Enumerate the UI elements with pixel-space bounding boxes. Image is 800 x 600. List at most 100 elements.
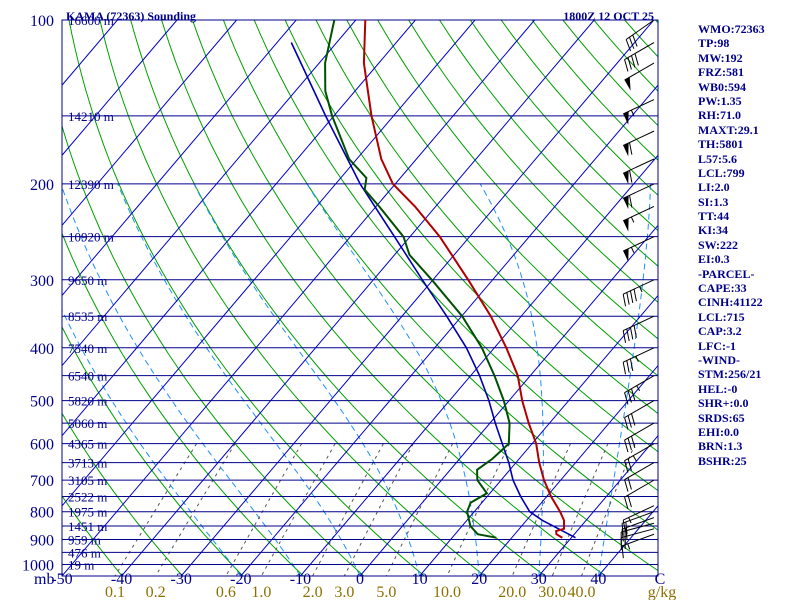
mixing-ratio-line — [343, 443, 414, 576]
index-item: KI:34 — [698, 223, 728, 238]
wind-barb — [624, 375, 655, 405]
wind-barb — [624, 479, 655, 510]
wind-barb — [624, 62, 655, 91]
index-item: TP:98 — [698, 36, 730, 51]
index-item: PW:1.35 — [698, 93, 742, 108]
index-item: -WIND- — [698, 352, 740, 367]
wind-barb — [621, 511, 655, 536]
dry-adiabat — [222, 20, 658, 531]
isotherm--130 — [0, 20, 58, 576]
temperature-tick-label: 10 — [412, 571, 428, 588]
dry-adiabat — [130, 20, 546, 576]
index-item: EI:0.3 — [698, 252, 730, 267]
isotherm--60 — [62, 20, 476, 507]
index-item: TH:5801 — [698, 137, 744, 152]
dry-adiabat — [62, 575, 63, 576]
dry-adiabat — [439, 20, 658, 267]
index-item: MAXT:29.1 — [698, 122, 759, 137]
pressure-tick-label: 500 — [30, 394, 54, 411]
dry-adiabat — [315, 20, 658, 415]
index-item: CAP:3.2 — [698, 324, 742, 339]
pressure-tick-label: 600 — [30, 437, 54, 454]
temperature-tick-label: -30 — [171, 571, 192, 588]
pressure-tick-label: 300 — [30, 273, 54, 290]
dewpoint-trace — [324, 20, 511, 539]
pressure-tick-label: 100 — [30, 13, 54, 30]
isotherm--20 — [240, 84, 658, 576]
wind-barb — [624, 400, 655, 430]
temperature-tick-label: 20 — [471, 571, 487, 588]
height-label: 5060 m — [68, 416, 107, 431]
isotherm--80 — [62, 20, 357, 367]
pressure-tick-label: 800 — [30, 505, 54, 522]
index-item: LFC:-1 — [698, 338, 736, 353]
isotherm-10 — [419, 294, 658, 576]
dry-adiabat — [562, 20, 658, 127]
index-item: FRZ:581 — [698, 65, 744, 80]
dry-adiabat — [62, 412, 183, 576]
mixing-ratio-lines — [114, 443, 636, 576]
mixing-ratio-line — [581, 443, 636, 576]
dry-adiabat — [377, 20, 658, 340]
mixing-ratio-line — [551, 443, 609, 576]
height-label: 5820 m — [68, 394, 107, 409]
temperature-unit-label: C — [655, 571, 666, 588]
mixing-ratio-tick-label: 5.0 — [376, 584, 396, 600]
mixing-ratio-tick-label: 1.0 — [251, 584, 271, 600]
pressure-tick-label: 200 — [30, 177, 54, 194]
moist-adiabat — [193, 183, 421, 576]
sounding-indices-panel: WMO:72363 TP:98 MW:192 FRZ:581 WB0:594 PW:1.3… — [698, 22, 798, 468]
dry-adiabat — [531, 20, 658, 161]
height-label: 4365 m — [68, 437, 107, 452]
valid-time: 1800Z 12 OCT 25 — [563, 9, 654, 23]
height-label: 10920 m — [68, 230, 114, 245]
moist-adiabat — [117, 183, 361, 576]
wind-barb — [621, 517, 655, 542]
isobars — [62, 20, 658, 576]
index-item: SI:1.3 — [698, 194, 729, 209]
height-label: 12390 m — [68, 177, 114, 192]
temperature-tick-label: -20 — [230, 571, 251, 588]
wind-barb — [622, 99, 655, 125]
moist-adiabat — [306, 183, 480, 576]
mixing-ratio-tick-label: 3.0 — [334, 584, 354, 600]
wind-barb — [622, 279, 655, 307]
index-item: L57:5.6 — [698, 151, 737, 166]
dry-adiabat — [408, 20, 658, 303]
isotherm--100 — [62, 20, 237, 227]
height-label: 1451 m — [68, 519, 107, 534]
dry-adiabats — [62, 20, 658, 576]
pressure-tick-label: 700 — [30, 473, 54, 490]
isotherm--90 — [62, 20, 297, 297]
index-item: LI:2.0 — [698, 180, 730, 195]
index-item: BRN:1.3 — [698, 439, 743, 454]
sounding-profiles — [290, 20, 576, 539]
wind-barb — [624, 422, 655, 453]
height-label: 7540 m — [68, 341, 107, 356]
moist-adiabat — [597, 183, 652, 576]
mixing-ratio-line — [511, 443, 571, 576]
moist-adiabat — [479, 183, 544, 576]
isotherm--10 — [300, 154, 658, 576]
moist-adiabat — [62, 185, 301, 576]
isotherm--30 — [180, 20, 655, 576]
wind-barb — [622, 505, 655, 533]
mixing-ratio-tick-label: 40.0 — [568, 584, 596, 600]
index-item: WB0:594 — [698, 79, 746, 94]
wind-barb — [625, 19, 655, 52]
dry-adiabat — [62, 232, 304, 576]
index-item: RH:71.0 — [698, 108, 741, 123]
dry-adiabat — [62, 325, 244, 576]
dry-adiabat — [469, 20, 658, 232]
mixing-ratio-unit-label: g/kg — [648, 584, 676, 600]
isotherm-0 — [359, 224, 658, 576]
plot-frame — [61, 19, 659, 577]
index-item: -PARCEL- — [698, 266, 755, 281]
index-item: BSHR:25 — [698, 453, 747, 468]
isotherm--110 — [62, 20, 178, 157]
height-label: 959 m — [68, 533, 101, 548]
pressure-tick-label: 900 — [30, 533, 54, 550]
height-label: 9650 m — [68, 273, 107, 288]
